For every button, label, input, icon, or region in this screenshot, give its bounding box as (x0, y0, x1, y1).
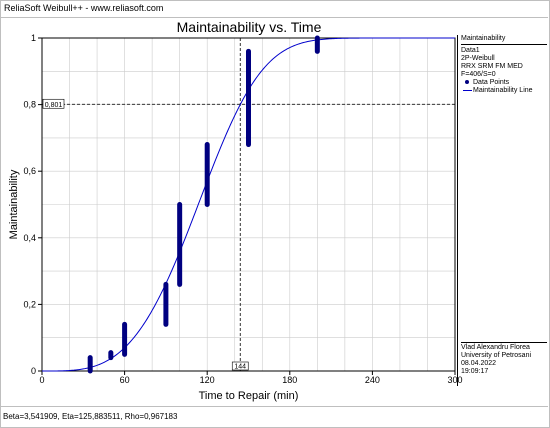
x-tick-label: 0 (39, 375, 44, 385)
legend-entry-line: Maintainability Line (461, 87, 547, 95)
legend-line-0: Data1 (461, 47, 480, 54)
x-tick-label: 240 (365, 375, 380, 385)
info-time: 19:09:17 (461, 368, 489, 375)
legend-line-1: 2P-Weibull (461, 55, 495, 62)
y-tick-label: 0,2 (23, 299, 36, 309)
legend-entry-points: Data Points (461, 79, 547, 87)
x-tick-label: 300 (447, 375, 462, 385)
plot-area (41, 37, 456, 372)
y-axis-label: Maintainability (8, 169, 20, 239)
y-tick-label: 0,6 (23, 166, 36, 176)
legend-divider (457, 35, 458, 386)
data-points-symbol (461, 79, 473, 87)
chart-title: Maintainability vs. Time (177, 19, 322, 35)
reference-x-box (231, 361, 249, 371)
reference-y-box (42, 98, 65, 109)
x-tick-label: 60 (120, 375, 130, 385)
info-university: University of Petrosani (461, 352, 532, 359)
app-header: ReliaSoft Weibull++ - www.reliasoft.com (4, 3, 164, 13)
info-date: 08.04.2022 (461, 360, 497, 367)
y-tick-label: 0 (31, 366, 36, 376)
line-symbol (461, 87, 473, 95)
reference-x-label: 144 (234, 364, 246, 371)
legend-title: Maintainability (461, 35, 547, 45)
footer-params: Beta=3,541909, Eta=125,883511, Rho=0,967… (3, 412, 178, 421)
legend-line-3: F=406/S=0 (461, 71, 496, 78)
x-tick-label: 180 (282, 375, 297, 385)
legend: Maintainability Data1 2P-Weibull RRX SRM… (461, 35, 547, 95)
y-tick-label: 0,8 (23, 100, 36, 110)
y-tick-label: 1 (31, 33, 36, 43)
reference-y-label: 0,801 (45, 102, 63, 109)
legend-line-2: RRX SRM FM MED (461, 63, 523, 70)
x-tick-label: 120 (200, 375, 215, 385)
x-axis-label: Time to Repair (min) (199, 390, 299, 402)
header-divider (0, 17, 548, 18)
info-author: Vlad Alexandru Florea (461, 344, 530, 351)
legend-data-points-label: Data Points (473, 79, 510, 86)
y-tick-label: 0,4 (23, 233, 36, 243)
legend-line-label: Maintainability Line (473, 87, 533, 94)
footer-divider (0, 406, 548, 407)
info-box: Vlad Alexandru Florea University of Petr… (461, 342, 547, 376)
